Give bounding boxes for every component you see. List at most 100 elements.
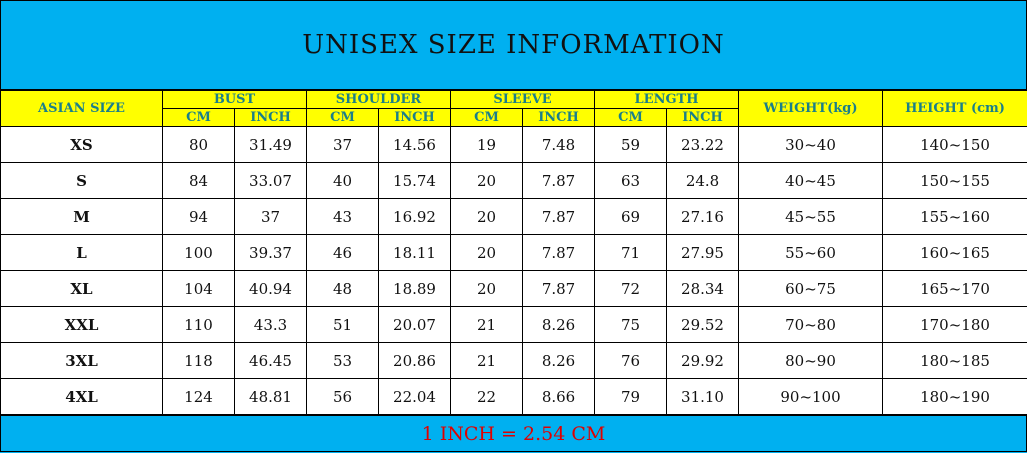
table-row: S 84 33.07 40 15.74 20 7.87 63 24.8 40~45 150~155 [0, 162, 1027, 199]
header-cm: CM [306, 108, 380, 127]
size-value: 20 [450, 162, 524, 199]
size-value: 7.48 [522, 126, 596, 163]
header-inch: INCH [522, 108, 596, 127]
size-value: 70~80 [738, 306, 884, 343]
size-value: 29.92 [666, 342, 740, 379]
size-value: 37 [233, 198, 308, 235]
size-value: 28.34 [666, 270, 740, 307]
size-label: M [0, 198, 163, 235]
size-value: 21 [450, 342, 524, 379]
size-value: 18.89 [378, 270, 452, 307]
size-label: S [0, 162, 163, 199]
size-value: 22.04 [378, 378, 452, 415]
size-value: 27.16 [666, 198, 740, 235]
size-value: 24.8 [666, 162, 740, 199]
size-value: 23.22 [666, 126, 740, 163]
size-value: 20 [450, 270, 524, 307]
size-value: 30~40 [738, 126, 884, 163]
size-value: 165~170 [882, 270, 1027, 307]
size-value: 20.07 [378, 306, 452, 343]
size-value: 79 [594, 378, 668, 415]
size-value: 40~45 [738, 162, 884, 199]
size-value: 51 [306, 306, 380, 343]
size-value: 180~185 [882, 342, 1027, 379]
header-weight: WEIGHT(kg) [738, 90, 884, 127]
size-value: 84 [162, 162, 235, 199]
table-row: XS 80 31.49 37 14.56 19 7.48 59 23.22 30~40 140~15… [0, 126, 1027, 163]
header-inch: INCH [666, 108, 740, 127]
size-value: 155~160 [882, 198, 1027, 235]
size-value: 20 [450, 198, 524, 235]
size-value: 59 [594, 126, 668, 163]
size-value: 118 [162, 342, 235, 379]
size-value: 7.87 [522, 198, 596, 235]
header-cm: CM [594, 108, 668, 127]
size-value: 14.56 [378, 126, 452, 163]
size-value: 43 [306, 198, 380, 235]
size-value: 27.95 [666, 234, 740, 271]
table-row: M 94 37 43 16.92 20 7.87 69 27.16 45~55 155~160 [0, 198, 1027, 235]
size-value: 56 [306, 378, 380, 415]
size-label: 3XL [0, 342, 163, 379]
size-value: 69 [594, 198, 668, 235]
size-value: 37 [306, 126, 380, 163]
size-value: 53 [306, 342, 380, 379]
size-table: ASIAN SIZE BUST SHOULDER SLEEVE LENGTH WEIGHT… [0, 90, 1027, 415]
size-label: XXL [0, 306, 163, 343]
size-value: 7.87 [522, 162, 596, 199]
size-value: 31.49 [233, 126, 308, 163]
conversion-note: 1 INCH = 2.54 CM [0, 415, 1027, 452]
size-value: 8.66 [522, 378, 596, 415]
size-value: 46.45 [233, 342, 308, 379]
size-value: 22 [450, 378, 524, 415]
header-height: HEIGHT (cm) [882, 90, 1027, 127]
header-length: LENGTH [594, 90, 740, 109]
table-row: XXL 110 43.3 51 20.07 21 8.26 75 29.52 70~80 170~1… [0, 306, 1027, 343]
size-value: 170~180 [882, 306, 1027, 343]
header-sleeve: SLEEVE [450, 90, 596, 109]
size-label: 4XL [0, 378, 163, 415]
size-value: 94 [162, 198, 235, 235]
size-value: 33.07 [233, 162, 308, 199]
size-value: 72 [594, 270, 668, 307]
size-value: 76 [594, 342, 668, 379]
size-value: 48 [306, 270, 380, 307]
size-value: 71 [594, 234, 668, 271]
size-value: 140~150 [882, 126, 1027, 163]
size-value: 16.92 [378, 198, 452, 235]
size-value: 80 [162, 126, 235, 163]
table-row: XL 104 40.94 48 18.89 20 7.87 72 28.34 60~75 165~1… [0, 270, 1027, 307]
size-value: 40.94 [233, 270, 308, 307]
size-value: 45~55 [738, 198, 884, 235]
size-value: 39.37 [233, 234, 308, 271]
size-value: 31.10 [666, 378, 740, 415]
header-shoulder: SHOULDER [306, 90, 452, 109]
table-row: L 100 39.37 46 18.11 20 7.87 71 27.95 55~60 160~16… [0, 234, 1027, 271]
size-value: 104 [162, 270, 235, 307]
header-bust: BUST [161, 90, 308, 109]
size-value: 60~75 [738, 270, 884, 307]
size-value: 43.3 [233, 306, 308, 343]
size-value: 63 [594, 162, 668, 199]
size-value: 110 [162, 306, 235, 343]
size-value: 29.52 [666, 306, 740, 343]
size-value: 160~165 [882, 234, 1027, 271]
size-label: XS [0, 126, 163, 163]
size-label: L [0, 234, 163, 271]
size-value: 21 [450, 306, 524, 343]
size-value: 7.87 [522, 234, 596, 271]
size-value: 80~90 [738, 342, 884, 379]
size-value: 20.86 [378, 342, 452, 379]
header-inch: INCH [233, 108, 308, 127]
table-row: 4XL 124 48.81 56 22.04 22 8.66 79 31.10 90~100 180… [0, 378, 1027, 415]
size-value: 75 [594, 306, 668, 343]
header-cm: CM [450, 108, 524, 127]
size-value: 7.87 [522, 270, 596, 307]
size-value: 40 [306, 162, 380, 199]
header-inch: INCH [378, 108, 452, 127]
size-value: 8.26 [522, 342, 596, 379]
size-value: 55~60 [738, 234, 884, 271]
size-value: 150~155 [882, 162, 1027, 199]
size-value: 90~100 [738, 378, 884, 415]
chart-title: UNISEX SIZE INFORMATION [0, 0, 1027, 90]
